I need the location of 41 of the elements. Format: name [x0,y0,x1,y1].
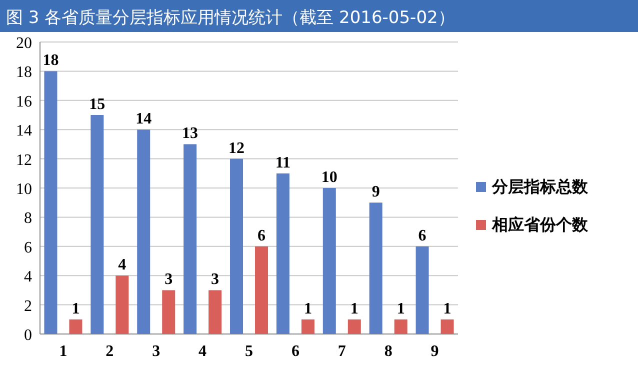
x-tick-label: 2 [106,343,114,360]
data-label: 1 [396,300,405,318]
y-tick-label: 4 [24,268,32,286]
data-label: 12 [228,140,244,157]
y-tick-label: 2 [24,298,32,315]
y-tick-label: 14 [16,122,32,140]
data-label: 4 [118,256,126,274]
chart-title: 图 3 各省质量分层指标应用情况统计（截至 2016-05-02） [6,8,455,28]
data-label: 18 [42,52,59,70]
y-tick-label: 20 [16,35,32,52]
y-tick-label: 18 [16,64,32,82]
x-tick-label: 9 [430,343,439,360]
y-tick-label: 16 [16,93,32,110]
data-label: 9 [372,184,380,201]
data-label: 1 [350,300,358,318]
data-label: 1 [304,300,312,318]
x-tick-label: 8 [384,343,392,360]
y-tick-label: 12 [16,152,32,169]
data-label: 15 [89,96,106,113]
y-tick-label: 10 [16,181,32,198]
x-tick-label: 1 [59,343,68,360]
data-label: 6 [258,227,266,244]
data-label: 14 [136,110,152,128]
legend-label: 分层指标总数 [491,177,589,196]
y-tick-label: 6 [24,239,32,256]
data-label: 1 [72,300,80,318]
x-tick-label: 3 [152,343,160,360]
data-label: 6 [418,227,426,244]
x-tick-label: 5 [245,343,253,360]
x-tick-label: 7 [338,343,346,360]
data-label: 13 [182,125,198,142]
y-tick-label: 8 [24,210,32,228]
data-label: 11 [275,154,291,172]
y-tick-label: 0 [24,327,32,344]
x-tick-label: 4 [198,343,207,360]
data-label: 1 [443,300,452,318]
data-label: 10 [321,169,338,186]
data-label: 3 [164,271,173,288]
data-label: 3 [211,271,220,288]
x-tick-label: 6 [291,343,300,360]
legend-label: 相应省份个数 [491,215,589,234]
